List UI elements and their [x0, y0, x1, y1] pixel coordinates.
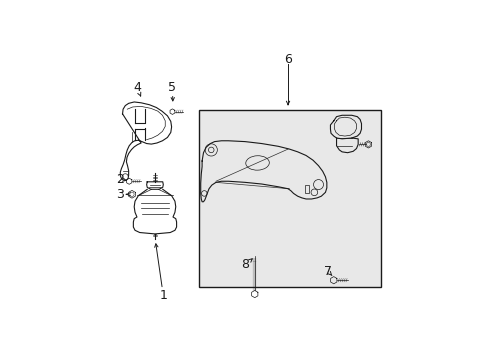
Bar: [199, 110, 380, 287]
Text: 6: 6: [284, 53, 291, 66]
Text: 8: 8: [241, 258, 248, 271]
Text: 4: 4: [133, 81, 141, 94]
Text: 3: 3: [116, 188, 124, 201]
Text: 2: 2: [116, 172, 124, 185]
Text: 1: 1: [159, 289, 167, 302]
Bar: [304, 185, 308, 193]
Text: 5: 5: [168, 81, 176, 94]
Text: 7: 7: [323, 265, 331, 278]
